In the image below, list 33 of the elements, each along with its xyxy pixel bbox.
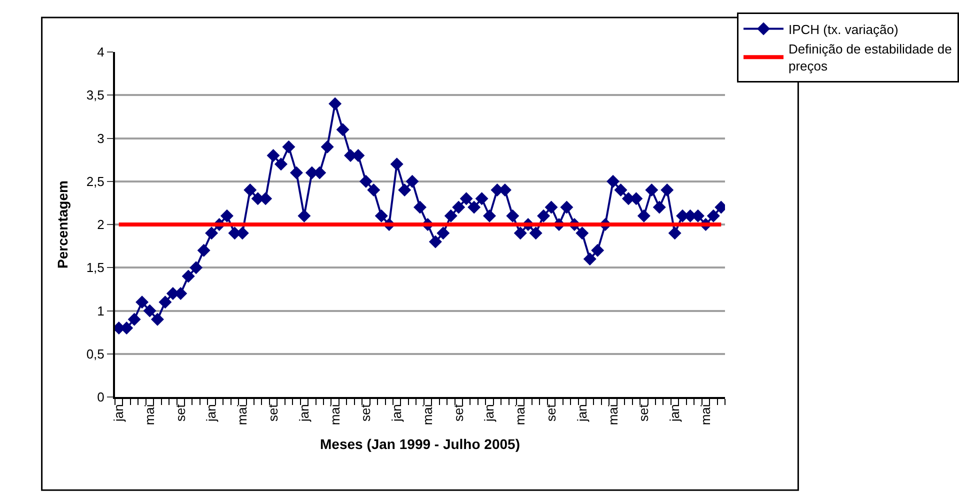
y-tick-label: 0: [97, 390, 104, 405]
x-tick-label: jan: [204, 404, 219, 423]
x-tick-label: jan: [574, 404, 590, 423]
y-tick-label: 1: [97, 303, 104, 318]
x-tick-label: jan: [667, 404, 682, 423]
x-tick-label: set: [636, 404, 652, 422]
x-tick-label: mai: [698, 404, 713, 426]
x-tick-label: set: [450, 404, 466, 422]
legend-label: Definição de estabilidade de preços: [788, 42, 952, 74]
x-tick-label: set: [358, 404, 374, 422]
x-tick-label: set: [172, 404, 188, 422]
y-tick-label: 3: [97, 130, 104, 146]
y-tick-label: 0,5: [86, 346, 104, 362]
y-tick-label: 2,5: [86, 174, 104, 189]
x-tick-label: mai: [605, 404, 620, 426]
legend-label: IPCH (tx. variação): [788, 22, 898, 37]
y-tick-label: 4: [97, 44, 104, 60]
x-tick-label: set: [543, 404, 558, 422]
x-tick-label: mai: [142, 404, 157, 426]
x-axis-title: Meses (Jan 1999 - Julho 2005): [320, 436, 520, 452]
y-tick-label: 1,5: [86, 260, 104, 276]
x-tick-label: jan: [111, 404, 126, 423]
x-tick-label: mai: [234, 404, 250, 426]
x-tick-label: jan: [296, 404, 312, 423]
y-tick-label: 2: [97, 217, 104, 232]
x-tick-label: jan: [482, 404, 497, 423]
x-tick-label: set: [266, 404, 281, 422]
x-tick-label: jan: [389, 404, 404, 423]
x-tick-label: mai: [420, 404, 435, 426]
y-axis-title: Percentagem: [54, 180, 70, 268]
y-tick-label: 3,5: [86, 88, 104, 103]
x-tick-label: mai: [512, 404, 528, 426]
x-tick-label: mai: [327, 404, 342, 426]
